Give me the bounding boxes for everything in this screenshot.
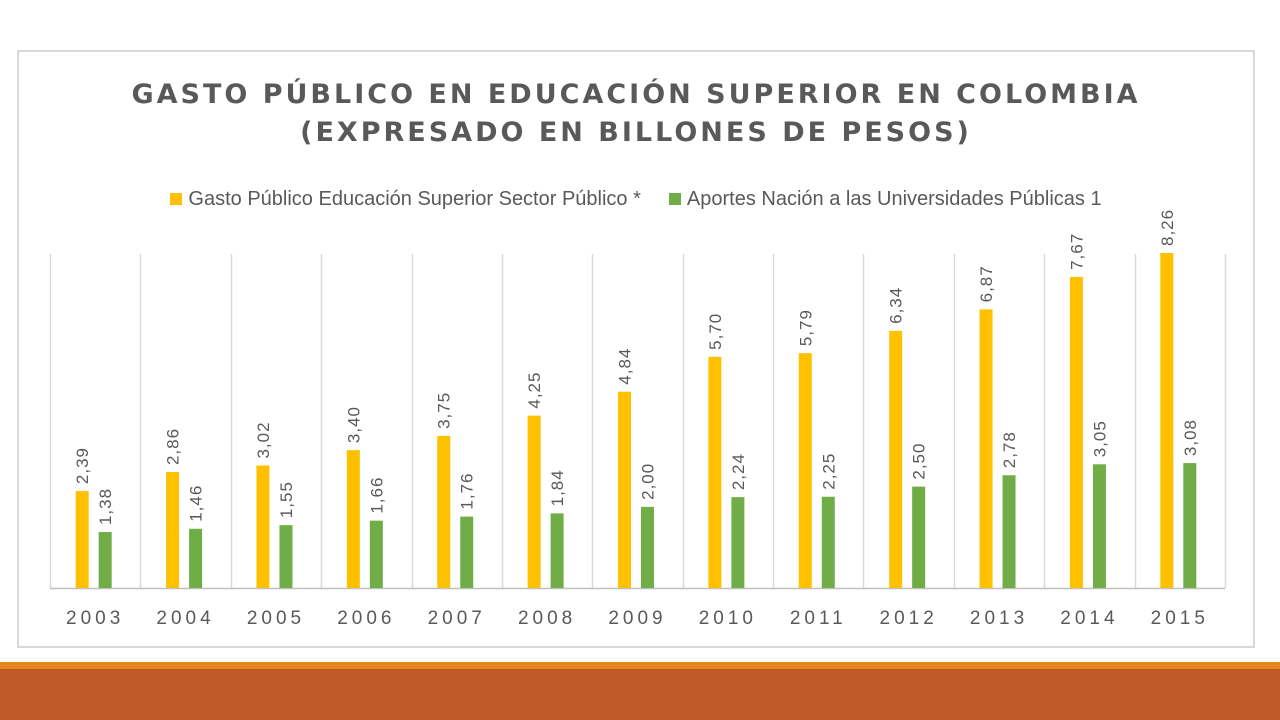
x-tick-label-2003: 2003 <box>66 608 124 629</box>
data-label-gasto-2014: 7,67 <box>1067 233 1086 270</box>
data-label-aportes-2007: 1,76 <box>458 473 477 510</box>
slide-accent-line <box>0 662 1280 669</box>
data-label-gasto-2006: 3,40 <box>344 406 363 443</box>
data-label-aportes-2011: 2,25 <box>819 453 838 490</box>
bar-aportes-2011 <box>821 496 835 588</box>
bar-aportes-2004 <box>189 528 203 588</box>
data-label-aportes-2008: 1,84 <box>548 469 567 506</box>
bar-aportes-2003 <box>98 532 112 588</box>
data-label-aportes-2004: 1,46 <box>187 485 206 522</box>
legend-item-gasto: Gasto Público Educación Superior Sector … <box>170 187 641 211</box>
legend-label-gasto: Gasto Público Educación Superior Sector … <box>188 187 641 210</box>
chart-frame <box>17 50 1255 648</box>
bar-gasto-2003 <box>75 491 89 588</box>
data-label-gasto-2005: 3,02 <box>254 421 273 458</box>
x-tick-label-2015: 2015 <box>1151 608 1209 629</box>
legend-swatch-aportes <box>668 193 681 205</box>
bar-gasto-2011 <box>798 353 812 588</box>
bar-gasto-2013 <box>979 309 993 588</box>
bar-aportes-2013 <box>1002 475 1016 588</box>
data-label-gasto-2009: 4,84 <box>616 348 635 385</box>
bar-aportes-2015 <box>1183 463 1197 588</box>
data-label-gasto-2012: 6,34 <box>887 287 906 324</box>
x-tick-label-2011: 2011 <box>790 608 847 629</box>
slide-footer-band <box>0 669 1280 720</box>
data-label-gasto-2011: 5,79 <box>796 309 815 346</box>
data-label-aportes-2010: 2,24 <box>729 453 748 490</box>
chart-title: GASTO PÚBLICO EN EDUCACIÓN SUPERIOR EN C… <box>17 76 1255 152</box>
data-label-aportes-2013: 2,78 <box>1000 431 1019 468</box>
data-label-aportes-2009: 2,00 <box>639 463 658 500</box>
bar-gasto-2005 <box>256 465 270 588</box>
bar-gasto-2015 <box>1160 253 1174 588</box>
bar-gasto-2004 <box>166 472 180 588</box>
bar-gasto-2008 <box>527 415 541 588</box>
x-tick-label-2014: 2014 <box>1060 608 1118 629</box>
x-tick-label-2012: 2012 <box>880 608 938 629</box>
bar-gasto-2014 <box>1069 276 1083 588</box>
bar-gasto-2007 <box>437 435 451 588</box>
data-label-aportes-2006: 1,66 <box>367 477 386 514</box>
bar-aportes-2014 <box>1092 464 1106 588</box>
bar-aportes-2010 <box>731 497 745 588</box>
x-tick-label-2006: 2006 <box>337 608 395 629</box>
bar-gasto-2009 <box>618 391 631 588</box>
bar-aportes-2012 <box>912 486 926 588</box>
data-label-aportes-2015: 3,08 <box>1181 419 1200 456</box>
data-label-gasto-2008: 4,25 <box>525 372 544 409</box>
data-label-gasto-2007: 3,75 <box>435 392 454 429</box>
data-label-aportes-2003: 1,38 <box>96 488 115 525</box>
x-tick-label-2008: 2008 <box>518 608 576 629</box>
chart-title-line-1: GASTO PÚBLICO EN EDUCACIÓN SUPERIOR EN C… <box>131 79 1141 110</box>
chart-title-line-2: (EXPRESADO EN BILLONES DE PESOS) <box>300 117 972 148</box>
data-label-aportes-2014: 3,05 <box>1090 420 1109 457</box>
bar-aportes-2005 <box>279 525 293 588</box>
x-tick-label-2007: 2007 <box>428 608 486 629</box>
data-label-aportes-2005: 1,55 <box>277 481 296 518</box>
bar-aportes-2006 <box>369 520 383 588</box>
data-label-gasto-2013: 6,87 <box>977 265 996 302</box>
legend-swatch-gasto <box>170 193 183 205</box>
bar-gasto-2006 <box>346 450 360 588</box>
x-tick-label-2004: 2004 <box>156 608 214 629</box>
x-tick-label-2010: 2010 <box>699 608 757 629</box>
data-label-gasto-2010: 5,70 <box>706 313 725 350</box>
data-label-gasto-2015: 8,26 <box>1158 209 1177 246</box>
bar-gasto-2012 <box>889 330 903 588</box>
legend-label-aportes: Aportes Nación a las Universidades Públi… <box>686 187 1102 210</box>
bar-aportes-2008 <box>550 513 564 588</box>
x-tick-label-2005: 2005 <box>247 608 305 629</box>
data-label-gasto-2004: 2,86 <box>164 428 183 465</box>
data-label-aportes-2012: 2,50 <box>910 443 929 480</box>
x-tick-label-2009: 2009 <box>608 608 666 629</box>
legend-item-aportes: Aportes Nación a las Universidades Públi… <box>668 187 1102 211</box>
data-label-gasto-2003: 2,39 <box>73 447 92 484</box>
bar-aportes-2007 <box>460 516 474 588</box>
bar-gasto-2010 <box>708 356 722 588</box>
x-tick-label-2013: 2013 <box>970 608 1028 629</box>
bar-aportes-2009 <box>641 506 654 588</box>
chart-legend: Gasto Público Educación Superior Sector … <box>17 186 1255 212</box>
